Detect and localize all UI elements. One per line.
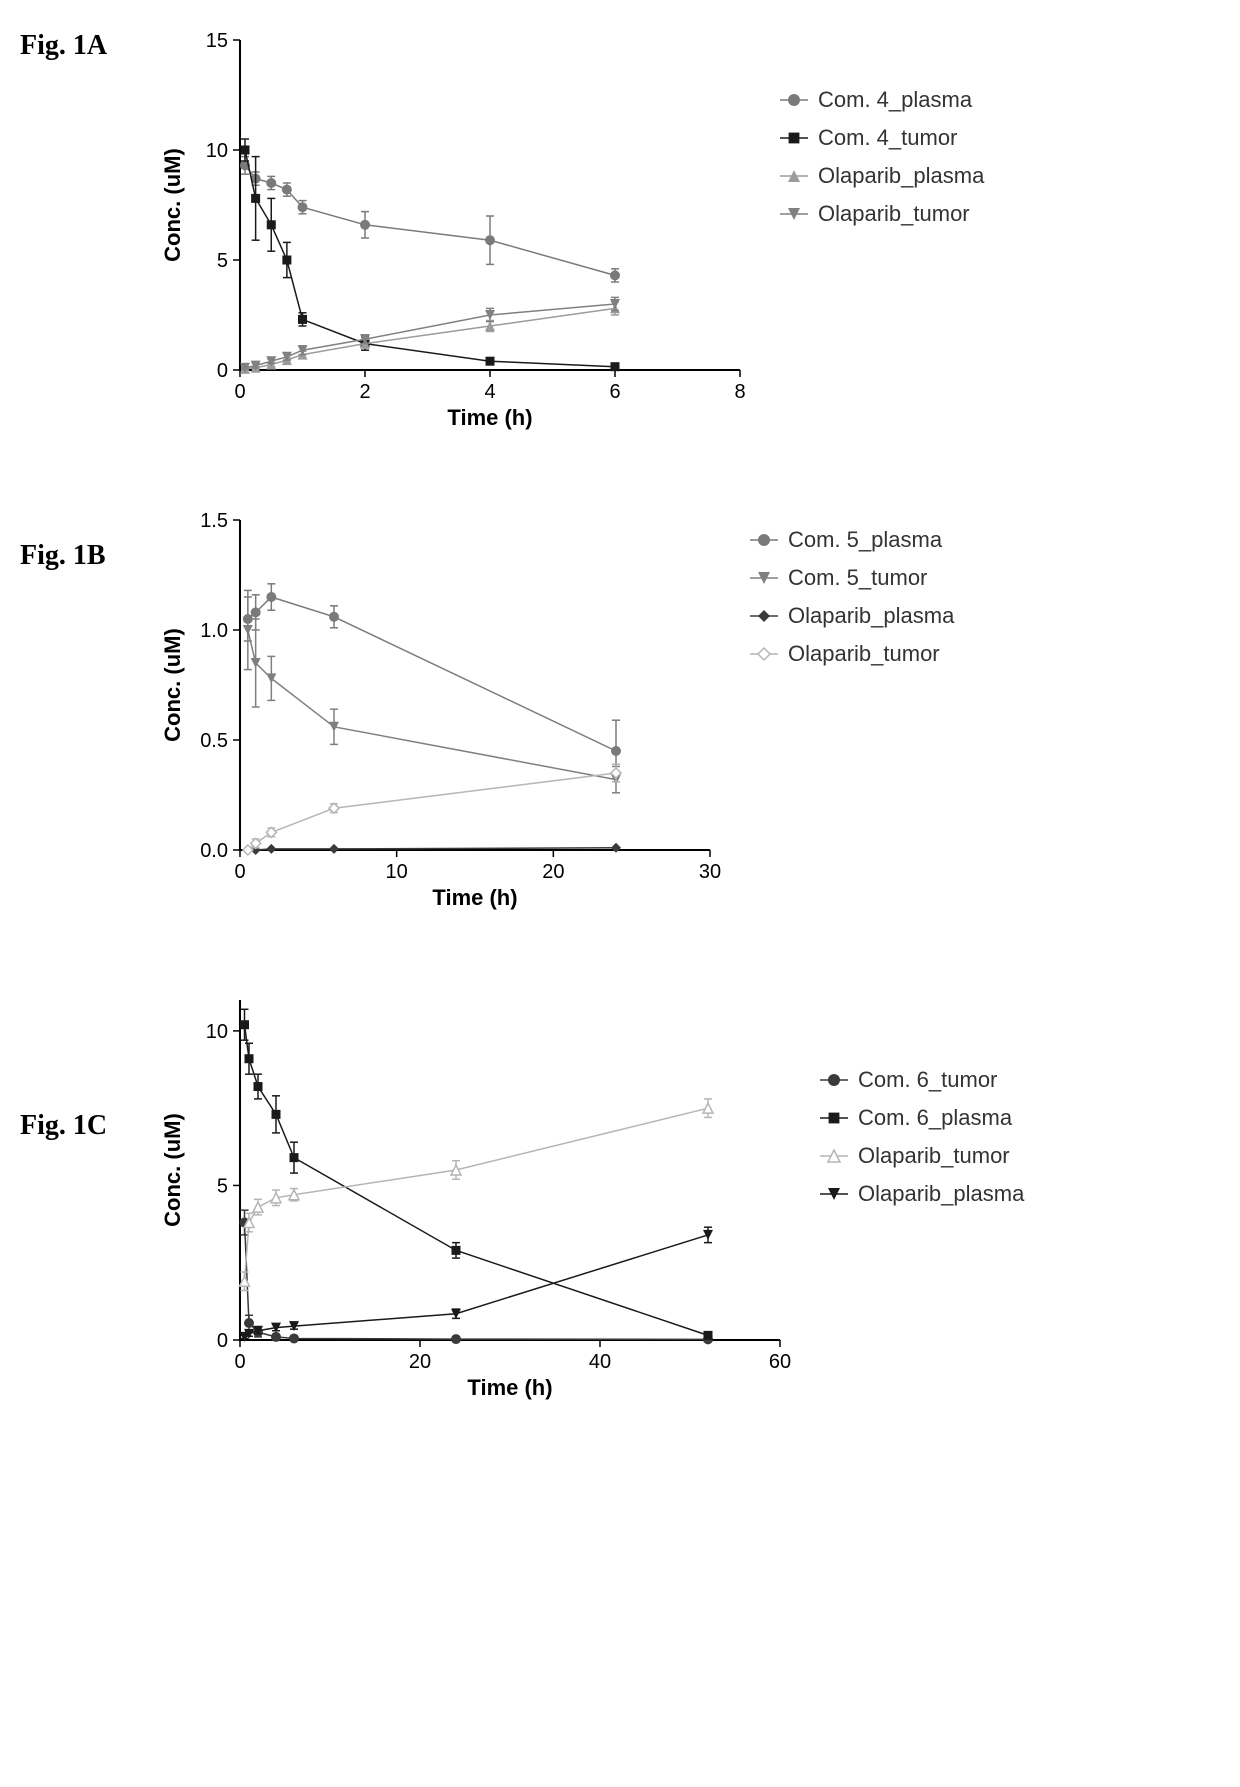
svg-text:Time (h): Time (h) — [447, 405, 532, 430]
svg-text:15: 15 — [206, 30, 228, 52]
svg-text:20: 20 — [409, 1351, 431, 1373]
svg-text:10: 10 — [206, 1021, 228, 1043]
svg-text:Conc. (uM): Conc. (uM) — [160, 148, 185, 262]
svg-text:Time (h): Time (h) — [432, 885, 517, 910]
svg-text:0.0: 0.0 — [200, 840, 228, 862]
svg-text:0.5: 0.5 — [200, 730, 228, 752]
svg-text:0: 0 — [217, 360, 228, 382]
svg-text:8: 8 — [734, 381, 745, 403]
legend-label: Com. 5_plasma — [788, 527, 943, 552]
svg-text:0: 0 — [217, 1330, 228, 1352]
fig1a-chart: 0 2 4 6 8 0 5 10 15 Time (h) Conc. (uM) Com. 4_plas… — [150, 20, 1050, 440]
svg-text:0: 0 — [234, 1351, 245, 1373]
legend-label: Olaparib_tumor — [788, 641, 940, 666]
svg-text:10: 10 — [206, 140, 228, 162]
svg-text:0: 0 — [234, 861, 245, 883]
fig1b-chart: 0 10 20 30 0.0 0.5 1.0 1.5 Time (h) Conc. (uM) Com… — [150, 500, 1020, 920]
svg-text:Time (h): Time (h) — [467, 1375, 552, 1400]
svg-text:40: 40 — [589, 1351, 611, 1373]
figures-container: Fig. 1A 0 2 4 6 8 0 5 10 15 Time (h) Conc. (uM) Com.… — [20, 20, 1220, 1410]
legend-label: Com. 6_plasma — [858, 1105, 1013, 1130]
figure-label: Fig. 1B — [20, 500, 150, 572]
svg-text:6: 6 — [609, 381, 620, 403]
svg-text:1.5: 1.5 — [200, 510, 228, 532]
figure-label: Fig. 1A — [20, 20, 150, 62]
legend-label: Olaparib_tumor — [858, 1143, 1010, 1168]
svg-text:1.0: 1.0 — [200, 620, 228, 642]
svg-text:60: 60 — [769, 1351, 791, 1373]
legend-label: Olaparib_plasma — [818, 163, 985, 188]
legend-label: Com. 6_tumor — [858, 1067, 997, 1092]
legend-label: Com. 4_plasma — [818, 87, 973, 112]
legend-label: Com. 4_tumor — [818, 125, 957, 150]
legend-label: Olaparib_plasma — [858, 1181, 1025, 1206]
fig1c-chart: 0 20 40 60 0 5 10 Time (h) Conc. (uM) Com. 6_tumo… — [150, 980, 1090, 1410]
svg-text:2: 2 — [359, 381, 370, 403]
legend-label: Olaparib_plasma — [788, 603, 955, 628]
svg-text:0: 0 — [234, 381, 245, 403]
legend-label: Com. 5_tumor — [788, 565, 927, 590]
svg-text:5: 5 — [217, 1175, 228, 1197]
svg-text:30: 30 — [699, 861, 721, 883]
legend-label: Olaparib_tumor — [818, 201, 970, 226]
svg-text:4: 4 — [484, 381, 495, 403]
figure-label: Fig. 1C — [20, 980, 150, 1142]
svg-text:20: 20 — [542, 861, 564, 883]
svg-text:Conc. (uM): Conc. (uM) — [160, 1113, 185, 1227]
svg-text:10: 10 — [386, 861, 408, 883]
svg-text:5: 5 — [217, 250, 228, 272]
svg-text:Conc. (uM): Conc. (uM) — [160, 628, 185, 742]
